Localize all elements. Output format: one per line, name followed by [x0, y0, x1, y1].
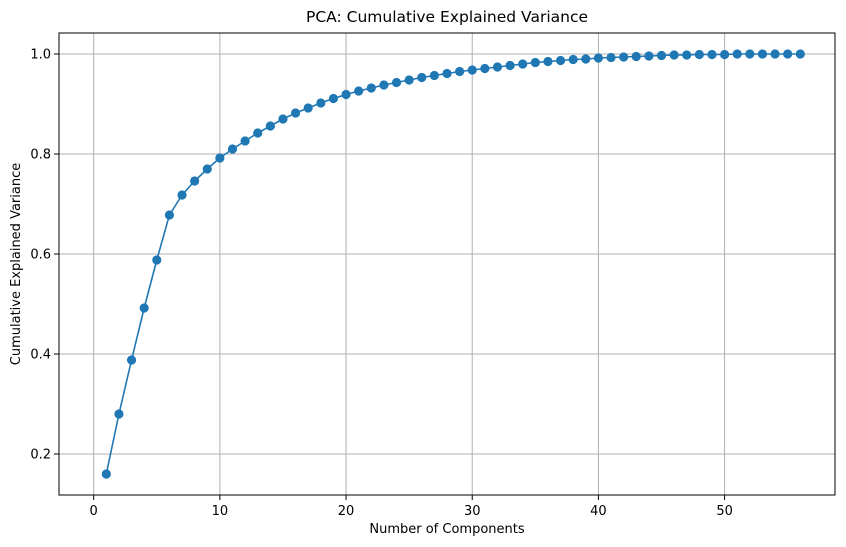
data-point — [152, 255, 162, 265]
data-point — [543, 56, 553, 67]
data-point — [240, 136, 250, 146]
x-axis-ticks: 0 10 20 30 40 50 — [90, 495, 733, 519]
y-axis-ticks: 0.2 0.4 0.6 0.8 1.0 — [30, 48, 59, 463]
data-point — [316, 98, 326, 108]
data-point — [757, 49, 768, 59]
data-point — [783, 49, 793, 59]
grid-lines — [59, 33, 835, 495]
data-point — [593, 53, 604, 63]
y-axis-label: Cumulative Explained Variance — [9, 163, 24, 365]
data-point — [530, 57, 540, 68]
data-point — [126, 355, 137, 365]
data-point — [682, 50, 692, 60]
data-point — [202, 164, 212, 174]
data-point — [644, 51, 654, 61]
x-tick-label: 0 — [90, 504, 98, 519]
data-point — [114, 409, 124, 419]
x-tick-label: 10 — [212, 504, 229, 519]
plot-frame — [58, 32, 836, 496]
data-point — [619, 52, 629, 62]
data-point — [341, 89, 351, 100]
data-point — [164, 210, 175, 220]
x-tick-label: 30 — [464, 504, 481, 519]
data-point — [505, 60, 515, 71]
data-point — [631, 51, 641, 62]
data-point — [379, 80, 389, 90]
y-tick-label: 0.2 — [30, 448, 51, 463]
data-point — [366, 83, 376, 93]
x-axis-label: Number of Components — [369, 522, 524, 537]
data-point — [492, 62, 503, 72]
data-point — [404, 75, 414, 85]
data-point — [253, 128, 263, 138]
data-point — [707, 49, 717, 60]
data-point — [795, 49, 805, 59]
data-point — [719, 49, 730, 60]
data-point — [190, 176, 200, 186]
data-point — [417, 72, 427, 83]
y-tick-label: 1.0 — [30, 48, 51, 63]
y-tick-label: 0.6 — [30, 248, 51, 263]
y-tick-label: 0.4 — [30, 348, 51, 363]
data-point — [177, 190, 187, 200]
data-point — [290, 108, 301, 118]
data-point — [568, 54, 578, 65]
data-point — [139, 303, 149, 313]
data-point — [227, 144, 238, 154]
data-point — [391, 77, 402, 88]
data-point — [442, 68, 452, 79]
x-tick-label: 20 — [338, 504, 355, 519]
data-point — [455, 66, 465, 77]
data-point — [606, 52, 616, 63]
data-point — [101, 469, 111, 479]
y-tick-label: 0.8 — [30, 148, 51, 163]
x-tick-label: 50 — [716, 504, 733, 519]
data-point — [555, 55, 566, 66]
data-point — [770, 49, 780, 59]
data-point — [732, 49, 742, 59]
data-point — [669, 50, 679, 60]
data-point — [354, 86, 364, 96]
data-point — [265, 121, 275, 131]
data-point — [694, 49, 704, 60]
data-point — [429, 70, 439, 81]
data-point — [656, 50, 667, 61]
data-point — [480, 63, 490, 74]
data-point — [215, 153, 225, 163]
data-point — [745, 49, 755, 59]
data-point — [581, 54, 591, 64]
chart-title: PCA: Cumulative Explained Variance — [306, 8, 588, 26]
series-layer — [101, 49, 805, 479]
data-point — [303, 103, 313, 113]
data-point — [328, 93, 339, 104]
data-point — [278, 114, 288, 124]
data-point — [467, 65, 477, 75]
x-tick-label: 40 — [590, 504, 607, 519]
data-point — [518, 59, 528, 69]
